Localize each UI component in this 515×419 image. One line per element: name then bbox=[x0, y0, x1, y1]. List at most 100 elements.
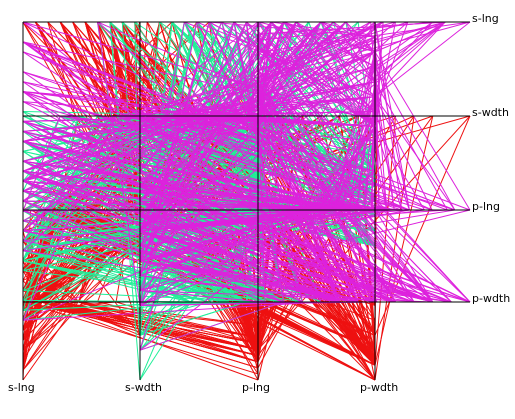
data-line bbox=[139, 301, 192, 381]
data-line bbox=[209, 96, 376, 117]
data-line bbox=[22, 115, 117, 182]
data-line bbox=[22, 160, 378, 303]
bottom-label-p-wdth: p-wdth bbox=[360, 381, 398, 394]
data-line bbox=[22, 41, 173, 117]
data-line bbox=[22, 301, 322, 321]
data-line bbox=[22, 250, 210, 303]
data-line bbox=[22, 160, 364, 211]
label-layer: s-lng s-wdth p-lng p-wdth s-lng s-wdth p… bbox=[8, 12, 510, 394]
data-line bbox=[139, 209, 372, 262]
data-line bbox=[139, 21, 272, 261]
data-line bbox=[374, 66, 456, 211]
data-line bbox=[22, 91, 210, 117]
series-2 bbox=[22, 21, 471, 351]
bottom-label-s-wdth: s-wdth bbox=[125, 381, 162, 394]
data-line bbox=[41, 301, 259, 351]
data-line bbox=[257, 130, 434, 303]
data-line bbox=[264, 21, 376, 117]
data-line bbox=[208, 21, 376, 112]
data-line bbox=[257, 130, 452, 303]
data-line bbox=[257, 21, 334, 84]
data-line bbox=[22, 190, 357, 211]
data-line bbox=[134, 100, 259, 117]
data-line bbox=[121, 21, 141, 112]
data-line bbox=[22, 180, 359, 303]
data-line bbox=[258, 21, 376, 172]
data-line bbox=[257, 130, 359, 303]
data-line bbox=[209, 115, 376, 127]
data-line bbox=[320, 21, 376, 53]
data-line bbox=[374, 126, 403, 211]
data-line bbox=[139, 301, 284, 351]
data-line bbox=[374, 81, 448, 211]
data-line bbox=[139, 170, 357, 211]
bottom-label-s-lng: s-lng bbox=[8, 381, 35, 394]
data-line bbox=[22, 71, 173, 117]
data-line bbox=[139, 21, 384, 202]
data-line bbox=[139, 21, 322, 187]
data-line bbox=[208, 70, 259, 117]
data-line bbox=[22, 115, 191, 192]
data-line bbox=[371, 36, 376, 211]
data-line bbox=[139, 21, 272, 306]
data-line bbox=[257, 137, 359, 303]
data-line bbox=[139, 290, 266, 303]
data-line bbox=[139, 21, 334, 202]
data-line bbox=[333, 126, 376, 211]
data-line bbox=[374, 115, 434, 366]
data-line bbox=[22, 301, 61, 331]
data-line bbox=[257, 21, 285, 108]
data-line bbox=[139, 215, 433, 303]
data-line bbox=[233, 21, 259, 150]
data-line bbox=[22, 209, 334, 222]
data-line bbox=[22, 115, 266, 142]
data-line bbox=[227, 115, 259, 132]
data-line bbox=[264, 81, 376, 117]
data-line bbox=[139, 301, 191, 336]
data-line bbox=[41, 301, 259, 369]
data-line bbox=[22, 301, 61, 351]
data-line bbox=[139, 21, 433, 232]
axis-layer bbox=[22, 21, 470, 380]
data-line bbox=[257, 70, 359, 303]
data-line bbox=[139, 301, 359, 306]
data-line bbox=[139, 209, 410, 232]
data-line bbox=[325, 111, 376, 211]
data-line bbox=[22, 115, 210, 212]
data-line bbox=[139, 209, 334, 232]
data-line bbox=[270, 21, 376, 112]
data-line bbox=[221, 21, 376, 127]
data-line bbox=[139, 21, 272, 172]
data-line bbox=[22, 115, 247, 132]
data-line bbox=[171, 70, 259, 117]
data-line bbox=[22, 115, 61, 212]
data-line bbox=[221, 21, 259, 132]
data-line bbox=[208, 21, 259, 132]
data-line bbox=[333, 111, 376, 211]
data-line bbox=[295, 21, 376, 127]
data-line bbox=[257, 149, 341, 303]
data-line bbox=[139, 230, 303, 303]
data-line bbox=[139, 21, 446, 262]
data-line bbox=[374, 21, 434, 83]
data-line bbox=[257, 130, 341, 303]
data-line bbox=[22, 91, 247, 117]
data-line bbox=[22, 140, 471, 303]
data-line bbox=[374, 21, 471, 97]
data-line bbox=[97, 21, 259, 168]
data-line bbox=[333, 51, 376, 211]
data-line bbox=[374, 51, 395, 211]
data-line bbox=[345, 21, 376, 53]
data-line bbox=[139, 21, 260, 172]
data-line bbox=[22, 140, 342, 211]
data-line bbox=[139, 21, 247, 232]
data-line bbox=[109, 21, 141, 336]
data-line bbox=[257, 21, 297, 126]
data-line bbox=[139, 21, 223, 231]
data-line bbox=[374, 115, 396, 366]
data-line bbox=[171, 33, 259, 117]
data-line bbox=[257, 21, 322, 126]
data-line bbox=[22, 41, 210, 117]
data-line bbox=[208, 115, 259, 150]
data-line bbox=[22, 160, 342, 211]
